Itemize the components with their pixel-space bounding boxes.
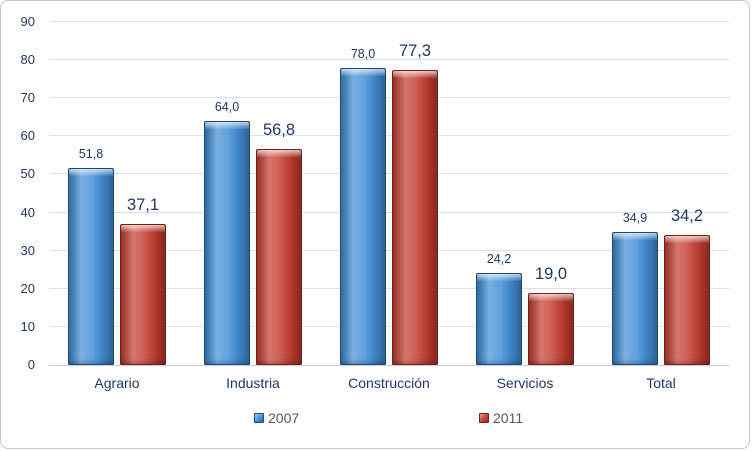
bar-2011-construcción — [392, 70, 438, 365]
bar-2007-construcción — [340, 67, 386, 365]
x-category-label: Servicios — [496, 375, 554, 391]
data-label-2011-industria: 56,8 — [262, 120, 296, 139]
legend-item-2011: 2011 — [479, 409, 523, 427]
bar-2011-total — [664, 234, 710, 365]
y-tick-label: 40 — [20, 204, 35, 220]
gridline — [49, 211, 729, 213]
x-category-label: Agrario — [94, 375, 140, 391]
legend-marker-icon — [254, 413, 264, 423]
y-tick-label: 50 — [20, 166, 35, 182]
bar-2011-servicios — [528, 292, 574, 365]
data-label-2007-servicios: 24,2 — [486, 251, 512, 266]
bar-2011-industria — [256, 148, 302, 365]
data-label-2007-industria: 64,0 — [214, 100, 240, 115]
gridline — [49, 97, 729, 99]
y-tick-label: 20 — [20, 280, 35, 296]
gridline — [49, 287, 729, 289]
data-label-2007-construcción: 78,0 — [350, 46, 376, 61]
data-label-2007-total: 34,9 — [622, 211, 648, 225]
legend-item-2007: 2007 — [254, 409, 299, 427]
bar-2007-total — [612, 232, 658, 365]
y-tick-label: 90 — [20, 14, 35, 29]
bar-2007-agrario — [68, 167, 114, 365]
data-label-2011-agrario: 37,1 — [126, 195, 160, 214]
y-tick-label: 70 — [20, 90, 35, 106]
x-category-label: Construcción — [348, 375, 430, 391]
bar-2007-servicios — [476, 272, 522, 365]
data-label-2011-total: 34,2 — [670, 206, 704, 225]
legend-label: 2011 — [493, 410, 524, 426]
bar-2007-industria — [204, 121, 250, 365]
y-tick-label: 80 — [20, 52, 35, 68]
gridline — [49, 135, 729, 137]
legend-label: 2007 — [268, 410, 300, 426]
data-label-2007-agrario: 51,8 — [78, 146, 104, 161]
legend-marker-icon — [479, 413, 489, 423]
data-label-2011-construcción: 77,3 — [398, 42, 432, 61]
x-category-label: Total — [646, 375, 676, 391]
bar-2011-agrario — [120, 223, 166, 365]
y-tick-label: 60 — [20, 128, 35, 144]
gridline — [49, 21, 729, 22]
plot-area: 51,8 64,0 78,0 24,2 34,9 37,1 56,8 77,3 19,0 34,2 — [49, 21, 729, 366]
gridline — [49, 249, 729, 251]
y-tick-label: 30 — [20, 242, 35, 258]
gridline — [49, 173, 729, 175]
data-label-2011-servicios: 19,0 — [534, 264, 568, 283]
gridline — [49, 59, 729, 61]
gridline — [49, 325, 729, 327]
y-tick-label: 0 — [27, 357, 35, 372]
y-tick-label: 10 — [20, 318, 35, 334]
x-category-label: Industria — [226, 375, 280, 391]
